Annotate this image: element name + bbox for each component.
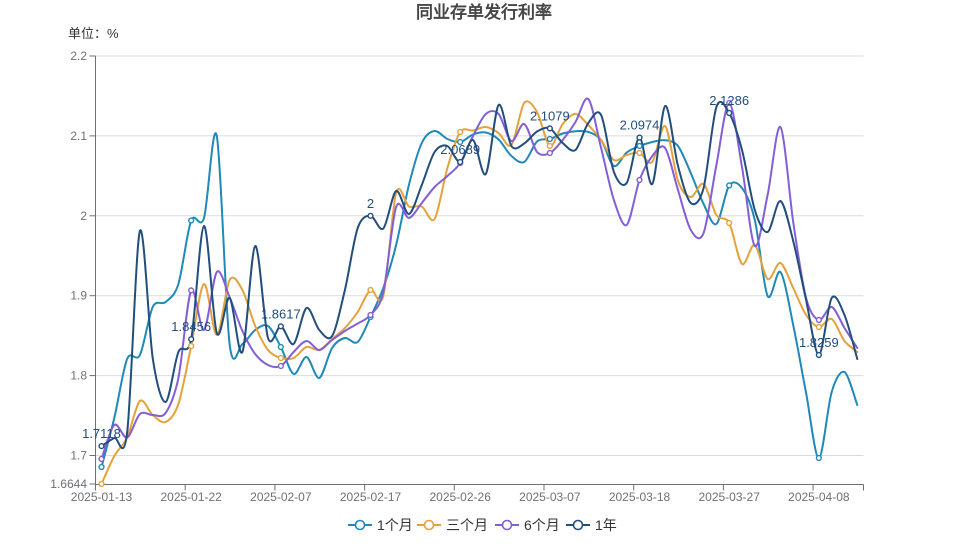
svg-text:同业存单发行利率: 同业存单发行利率 <box>416 2 552 22</box>
svg-text:2.0689: 2.0689 <box>440 142 480 157</box>
svg-text:2025-03-18: 2025-03-18 <box>609 490 671 504</box>
svg-text:1.9: 1.9 <box>70 289 87 303</box>
svg-text:2: 2 <box>367 196 374 211</box>
svg-text:1.6644: 1.6644 <box>50 477 87 491</box>
svg-text:1个月: 1个月 <box>377 517 413 533</box>
svg-text:2025-02-17: 2025-02-17 <box>340 490 402 504</box>
svg-text:1.8617: 1.8617 <box>261 306 301 321</box>
svg-text:2.1286: 2.1286 <box>709 93 749 108</box>
svg-text:1.7118: 1.7118 <box>82 426 121 441</box>
svg-text:1.8: 1.8 <box>70 369 87 383</box>
svg-text:2025-01-13: 2025-01-13 <box>71 490 133 504</box>
svg-text:三个月: 三个月 <box>446 517 488 533</box>
svg-text:2.0974: 2.0974 <box>620 118 660 133</box>
svg-text:1年: 1年 <box>595 517 617 533</box>
svg-text:2025-02-07: 2025-02-07 <box>250 490 312 504</box>
svg-text:2025-03-07: 2025-03-07 <box>519 490 581 504</box>
svg-text:2025-03-27: 2025-03-27 <box>698 490 760 504</box>
svg-text:1.8259: 1.8259 <box>799 335 839 350</box>
svg-text:2025-01-22: 2025-01-22 <box>160 490 222 504</box>
svg-text:2025-02-26: 2025-02-26 <box>429 490 491 504</box>
svg-text:2.2: 2.2 <box>70 49 87 63</box>
svg-text:1.8456: 1.8456 <box>171 319 211 334</box>
svg-text:2.1: 2.1 <box>70 129 87 143</box>
svg-text:2: 2 <box>80 209 87 223</box>
svg-text:2025-04-08: 2025-04-08 <box>788 490 850 504</box>
svg-text:6个月: 6个月 <box>524 517 560 533</box>
svg-text:2.1079: 2.1079 <box>530 108 570 123</box>
svg-text:1.7: 1.7 <box>70 449 87 463</box>
svg-text:单位：%: 单位：% <box>68 26 119 41</box>
